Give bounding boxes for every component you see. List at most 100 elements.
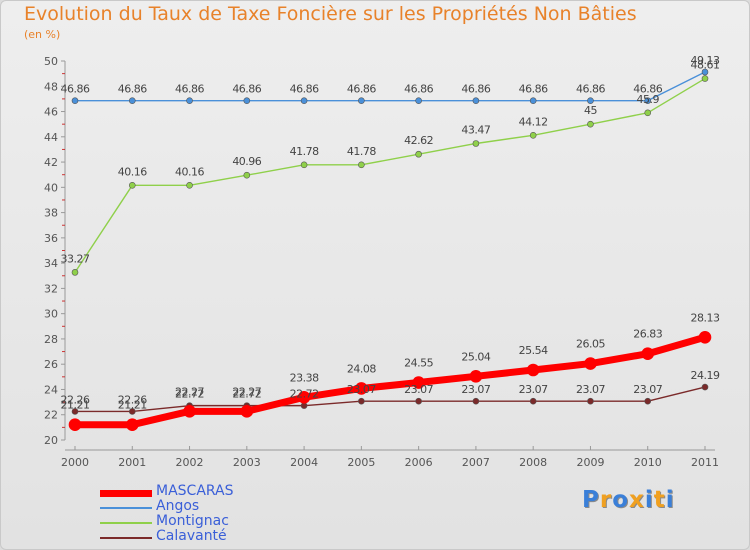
y-tick-label: 34 (44, 257, 58, 270)
data-label: 40.16 (175, 165, 204, 178)
data-point (701, 68, 709, 76)
data-label: 21.21 (61, 399, 90, 412)
series-line-calavanté (74, 386, 706, 413)
data-point (300, 161, 308, 169)
y-tick-label: 26 (44, 358, 58, 371)
data-point (415, 397, 422, 405)
logo-letter: x (629, 487, 645, 513)
legend-swatch (100, 522, 152, 524)
data-point (125, 418, 139, 432)
legend-swatch (100, 537, 152, 539)
data-point (701, 383, 709, 391)
data-point (584, 357, 597, 370)
logo-letter: o (612, 487, 630, 513)
data-point (300, 97, 308, 104)
data-point (415, 97, 422, 104)
y-tick-label: 36 (44, 232, 58, 245)
y-tick-label: 46 (44, 106, 58, 119)
data-point (644, 109, 652, 117)
y-tick-label: 30 (44, 308, 58, 321)
data-label: 46.86 (519, 83, 548, 96)
data-label: 25.54 (519, 344, 548, 357)
data-point (71, 269, 79, 276)
logo-letter: t (653, 487, 666, 513)
data-label: 24.19 (691, 369, 720, 382)
data-label: 41.78 (347, 145, 376, 158)
y-tick-label: 44 (44, 131, 58, 144)
legend-item-montignac: Montignac (100, 513, 320, 530)
proxiti-logo: Proxiti (582, 487, 675, 513)
data-point (472, 97, 480, 104)
x-tick-label: 2005 (347, 456, 375, 469)
y-tick-label: 50 (44, 55, 58, 68)
data-point (355, 382, 368, 395)
data-label: 46.86 (290, 83, 319, 96)
data-label: 22.27 (232, 385, 261, 398)
chart-subtitle: (en %) (24, 28, 61, 41)
data-label: 23.07 (347, 383, 376, 396)
data-label: 40.16 (118, 165, 147, 178)
data-point (412, 376, 425, 389)
data-point (644, 97, 652, 104)
legend-item-angos: Angos (100, 498, 320, 515)
data-label: 28.13 (691, 311, 720, 324)
data-label: 23.07 (519, 383, 548, 396)
data-label: 46.86 (118, 83, 147, 96)
data-point (186, 182, 193, 189)
logo-letter: r (599, 487, 613, 513)
data-label: 44.12 (519, 115, 548, 128)
data-label: 23.07 (633, 383, 662, 396)
series-line-mascaras (71, 333, 709, 429)
logo-letter: i (665, 487, 675, 513)
data-label: 22.72 (290, 388, 319, 401)
data-label: 49.13 (691, 54, 720, 67)
legend-label: MASCARAS (156, 483, 234, 499)
y-tick-label: 38 (44, 207, 58, 220)
data-point (644, 397, 652, 405)
x-tick-label: 2001 (118, 456, 146, 469)
series-line-montignac (74, 77, 706, 274)
data-point (71, 408, 79, 415)
logo-letter: i (644, 487, 654, 513)
data-point (358, 397, 365, 405)
data-label: 46.86 (461, 83, 490, 96)
data-point (243, 97, 251, 104)
data-label: 22.26 (118, 393, 147, 406)
data-label: 46.86 (347, 83, 376, 96)
data-point (358, 97, 365, 104)
x-tick-label: 2006 (405, 456, 433, 469)
data-point (469, 370, 483, 383)
x-tick-label: 2010 (634, 456, 662, 469)
data-label: 33.27 (61, 252, 90, 265)
data-label: 45 (584, 104, 597, 117)
legend-swatch (100, 507, 152, 509)
data-label: 22.26 (61, 393, 90, 406)
data-point (128, 408, 136, 415)
y-tick-label: 28 (44, 333, 58, 346)
y-tick-label: 42 (44, 156, 58, 169)
x-tick-label: 2003 (233, 456, 261, 469)
data-point (243, 171, 251, 179)
data-label: 21.21 (118, 399, 147, 412)
data-label: 42.62 (404, 134, 433, 147)
data-label: 40.96 (232, 155, 261, 168)
data-label: 22.72 (175, 388, 204, 401)
data-point (183, 405, 196, 418)
data-label: 43.47 (461, 123, 490, 136)
x-tick-label: 2002 (176, 456, 204, 469)
data-point (526, 363, 540, 377)
data-label: 45.9 (636, 93, 659, 106)
logo-letter: P (582, 487, 600, 513)
data-label: 48.61 (691, 59, 720, 72)
data-label: 23.07 (404, 383, 433, 396)
data-label: 46.86 (175, 83, 204, 96)
data-point (415, 150, 422, 158)
x-tick-label: 2007 (462, 456, 490, 469)
data-point (297, 390, 311, 404)
x-tick-label: 2011 (691, 456, 719, 469)
y-tick-label: 20 (44, 434, 58, 447)
legend-item-calavante: Calavanté (100, 528, 320, 545)
x-tick-label: 2000 (61, 456, 89, 469)
